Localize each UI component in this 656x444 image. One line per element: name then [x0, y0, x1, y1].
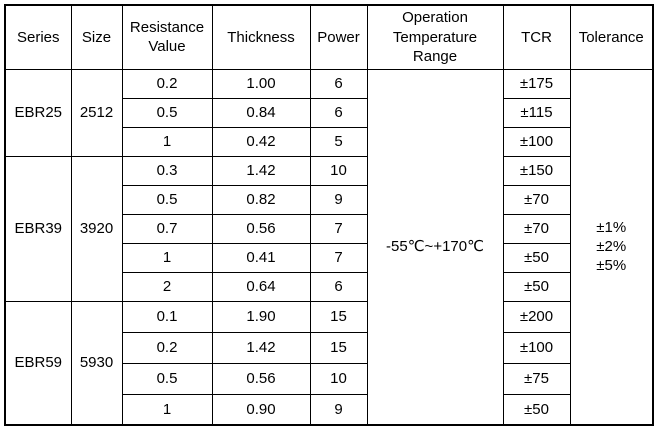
cell-resistance: 2 — [121, 271, 213, 302]
cell-power: 15 — [309, 331, 368, 364]
cell-power: 6 — [309, 271, 368, 302]
header-series: Series — [4, 4, 72, 70]
table-row: 2 0.64 6 ±50 — [5, 271, 653, 302]
size-cell-5930: 5930 — [70, 300, 123, 426]
cell-tcr: ±50 — [502, 242, 571, 273]
header-resistance-value: Resistance Value — [121, 4, 213, 70]
cell-tcr: ±70 — [502, 213, 571, 244]
cell-resistance: 0.7 — [121, 213, 213, 244]
cell-power: 9 — [309, 393, 368, 426]
cell-thickness: 1.42 — [211, 331, 311, 364]
cell-tcr: ±100 — [502, 126, 571, 157]
cell-thickness: 0.56 — [211, 362, 311, 395]
cell-resistance: 0.2 — [121, 331, 213, 364]
cell-resistance: 1 — [121, 242, 213, 273]
size-cell-2512: 2512 — [70, 68, 123, 157]
table-row: 0.7 0.56 7 ±70 — [5, 213, 653, 244]
cell-power: 9 — [309, 184, 368, 215]
cell-thickness: 0.56 — [211, 213, 311, 244]
spec-table: Series Size Resistance Value Thickness P… — [4, 4, 654, 426]
cell-resistance: 0.2 — [121, 68, 213, 99]
cell-power: 10 — [309, 362, 368, 395]
cell-resistance: 0.1 — [121, 300, 213, 333]
table-row: 0.2 1.42 15 ±100 — [5, 331, 653, 364]
cell-resistance: 0.5 — [121, 184, 213, 215]
header-thickness: Thickness — [211, 4, 311, 70]
cell-thickness: 1.90 — [211, 300, 311, 333]
table-row: 0.5 0.84 6 ±115 — [5, 97, 653, 128]
cell-thickness: 1.42 — [211, 155, 311, 186]
cell-tcr: ±75 — [502, 362, 571, 395]
cell-thickness: 0.82 — [211, 184, 311, 215]
header-operation-temperature-range: Operation Temperature Range — [366, 4, 504, 70]
cell-tcr: ±115 — [502, 97, 571, 128]
table-row: 0.5 0.56 10 ±75 — [5, 362, 653, 395]
tolerance-line-3: ±5% — [596, 257, 627, 275]
cell-resistance: 0.5 — [121, 362, 213, 395]
table-row: EBR39 3920 0.3 1.42 10 ±150 — [4, 155, 653, 302]
series-cell-ebr59: EBR59 — [4, 300, 72, 426]
cell-thickness: 0.41 — [211, 242, 311, 273]
cell-power: 5 — [309, 126, 368, 157]
cell-power: 10 — [309, 155, 368, 186]
size-cell-3920: 3920 — [70, 155, 123, 302]
cell-power: 7 — [309, 242, 368, 273]
spec-table-container: Series Size Resistance Value Thickness P… — [4, 4, 654, 426]
series-cell-ebr39: EBR39 — [4, 155, 72, 302]
header-size: Size — [70, 4, 123, 70]
cell-resistance: 1 — [121, 126, 213, 157]
tolerance-line-1: ±1% — [596, 218, 627, 236]
header-tcr: TCR — [502, 4, 571, 70]
cell-power: 6 — [309, 97, 368, 128]
cell-tcr: ±70 — [502, 184, 571, 215]
header-row: Series Size Resistance Value Thickness P… — [4, 4, 654, 70]
cell-power: 7 — [309, 213, 368, 244]
table-row: 0.5 0.82 9 ±70 — [5, 184, 653, 215]
operation-temperature-range-cell: -55℃~+170℃ — [366, 68, 504, 426]
cell-thickness: 0.84 — [211, 97, 311, 128]
cell-resistance: 1 — [121, 393, 213, 426]
series-cell-ebr25: EBR25 — [4, 68, 72, 157]
cell-tcr: ±150 — [502, 155, 571, 186]
cell-tcr: ±50 — [502, 393, 571, 426]
cell-thickness: 0.64 — [211, 271, 311, 302]
table-row: EBR59 5930 0.1 1.90 15 ±200 — [4, 300, 653, 426]
table-row: 1 0.90 9 ±50 — [5, 393, 653, 426]
cell-resistance: 0.3 — [121, 155, 213, 186]
tolerance-line-2: ±2% — [596, 238, 627, 256]
cell-power: 6 — [309, 68, 368, 99]
header-tolerance: Tolerance — [569, 4, 654, 70]
cell-power: 15 — [309, 300, 368, 333]
tolerance-lines: ±1% ±2% ±5% — [596, 218, 626, 276]
table-row: EBR25 2512 0.2 1.00 6 -55℃~+170℃ ±175 ±1… — [4, 68, 654, 426]
cell-tcr: ±100 — [502, 331, 571, 364]
cell-thickness: 0.42 — [211, 126, 311, 157]
cell-resistance: 0.5 — [121, 97, 213, 128]
header-power: Power — [309, 4, 368, 70]
cell-tcr: ±175 — [502, 68, 571, 99]
table-row: 1 0.42 5 ±100 — [5, 126, 653, 157]
table-row: 1 0.41 7 ±50 — [5, 242, 653, 273]
tolerance-cell: ±1% ±2% ±5% — [569, 68, 654, 426]
cell-thickness: 1.00 — [211, 68, 311, 99]
cell-tcr: ±50 — [502, 271, 571, 302]
cell-tcr: ±200 — [502, 300, 571, 333]
cell-thickness: 0.90 — [211, 393, 311, 426]
